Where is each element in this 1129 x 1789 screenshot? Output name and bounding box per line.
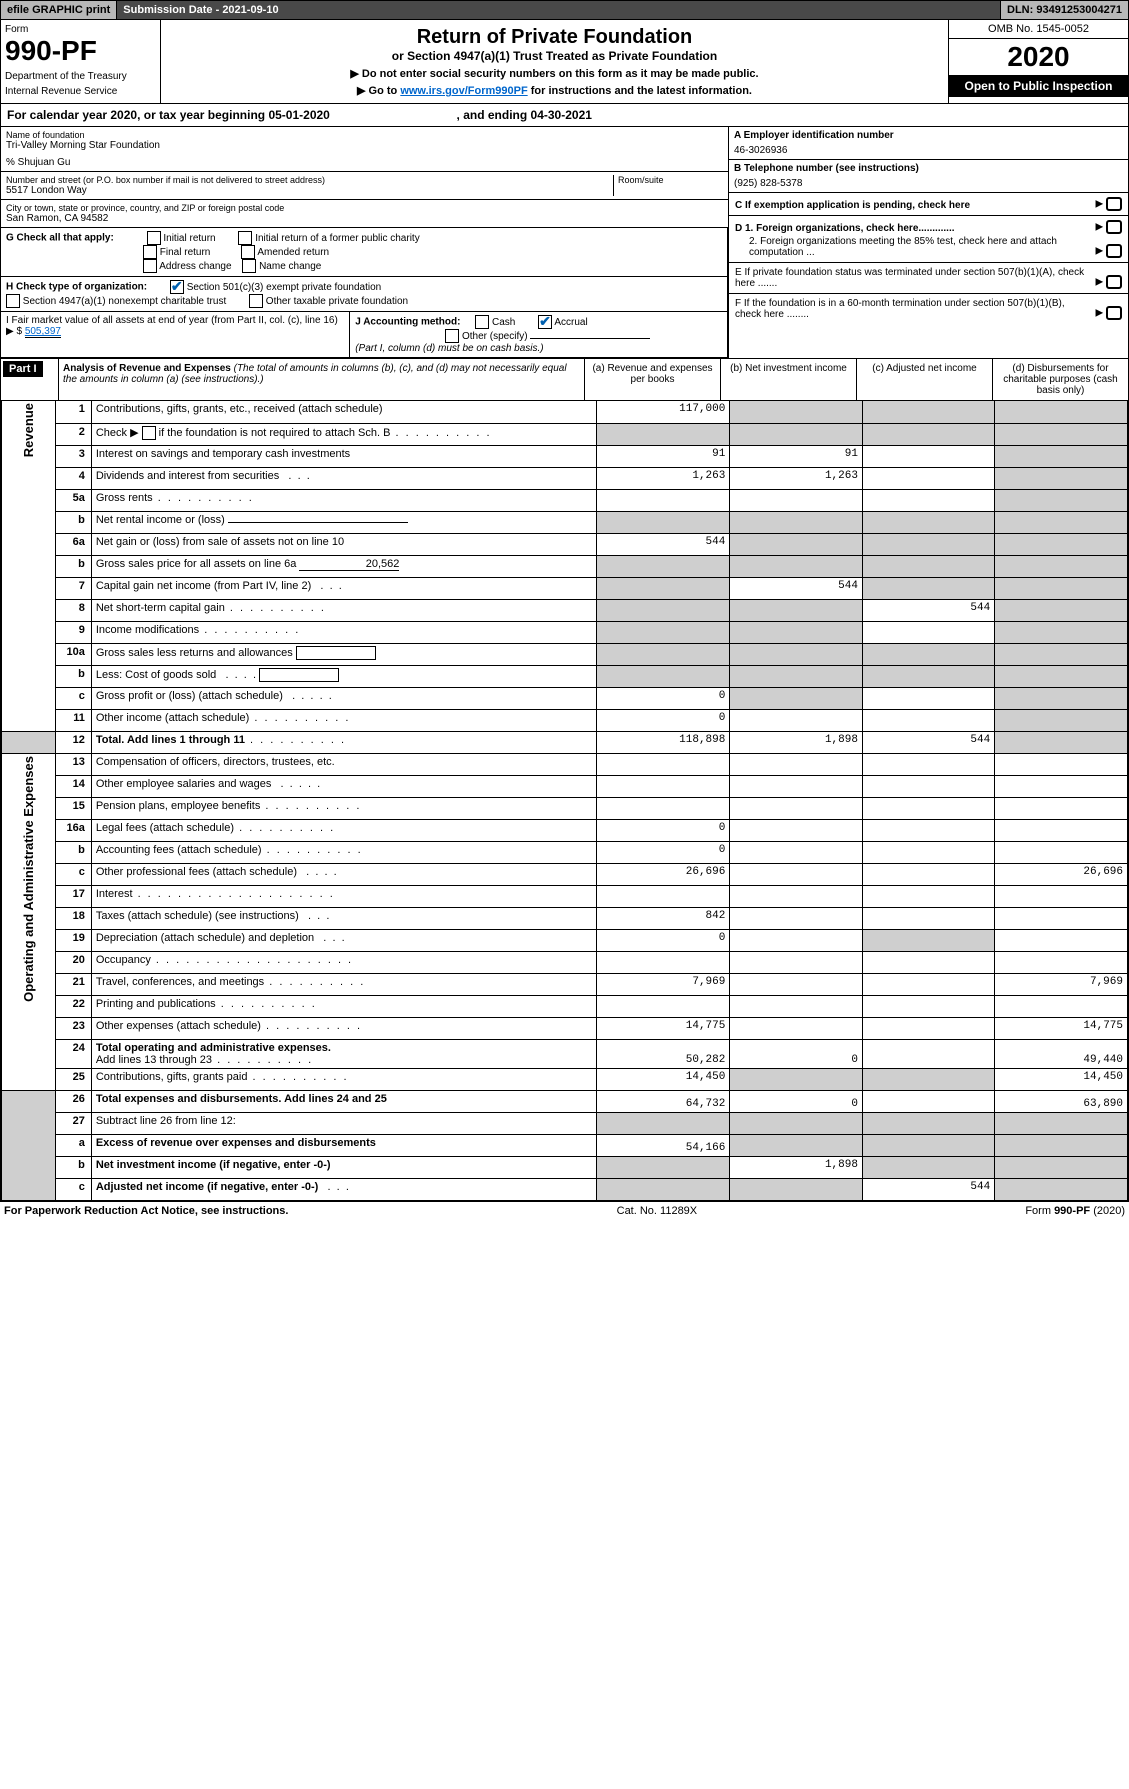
section-g-row: G Check all that apply: Initial return I… xyxy=(1,228,728,277)
e-terminated: E If private foundation status was termi… xyxy=(729,263,1128,294)
chk-schb[interactable] xyxy=(142,426,156,440)
chk-other-taxable[interactable] xyxy=(249,294,263,308)
toolbar: efile GRAPHIC print Submission Date - 20… xyxy=(0,0,1129,20)
col-b-header: (b) Net investment income xyxy=(721,359,857,400)
phone-value: (925) 828-5378 xyxy=(734,178,1123,189)
omb-number: OMB No. 1545-0052 xyxy=(949,20,1128,39)
chk-name-change[interactable] xyxy=(242,259,256,273)
city-state-zip: San Ramon, CA 94582 xyxy=(6,213,723,224)
chk-other-method[interactable] xyxy=(445,329,459,343)
form-header: Form 990-PF Department of the Treasury I… xyxy=(1,20,1128,104)
section-h-row: H Check type of organization: Section 50… xyxy=(1,277,728,312)
instructions-link[interactable]: www.irs.gov/Form990PF xyxy=(400,85,527,97)
form-title: Return of Private Foundation xyxy=(171,26,938,49)
chk-initial-former[interactable] xyxy=(238,231,252,245)
dln: DLN: 93491253004271 xyxy=(1001,1,1128,19)
col-a-header: (a) Revenue and expenses per books xyxy=(585,359,721,400)
col-c-header: (c) Adjusted net income xyxy=(857,359,993,400)
part1-title-cell: Analysis of Revenue and Expenses (The to… xyxy=(59,359,585,400)
chk-c[interactable] xyxy=(1106,197,1122,211)
form-number: 990-PF xyxy=(5,35,156,67)
col-d-header: (d) Disbursements for charitable purpose… xyxy=(993,359,1128,400)
chk-initial[interactable] xyxy=(147,231,161,245)
care-of: % Shujuan Gu xyxy=(6,157,723,168)
room-suite-label: Room/suite xyxy=(618,175,723,185)
foundation-name: Tri-Valley Morning Star Foundation xyxy=(6,140,723,151)
footer-left: For Paperwork Reduction Act Notice, see … xyxy=(4,1205,288,1217)
chk-501c3[interactable] xyxy=(170,280,184,294)
chk-d1[interactable] xyxy=(1106,220,1122,234)
fmv-value[interactable]: 505,397 xyxy=(25,326,61,338)
opadmin-label: Operating and Administrative Expenses xyxy=(21,756,36,1002)
section-j: J Accounting method: Cash Accrual Other … xyxy=(350,312,728,358)
section-i: I Fair market value of all assets at end… xyxy=(1,312,350,358)
chk-d2[interactable] xyxy=(1106,244,1122,258)
calendar-year-row: For calendar year 2020, or tax year begi… xyxy=(1,104,1128,127)
city-cell: City or town, state or province, country… xyxy=(1,200,728,228)
irs: Internal Revenue Service xyxy=(5,86,156,97)
part1-tag: Part I xyxy=(3,361,43,377)
foundation-name-cell: Name of foundation Tri-Valley Morning St… xyxy=(1,127,728,172)
ein-value: 46-3026936 xyxy=(734,145,1123,156)
ein-cell: A Employer identification number 46-3026… xyxy=(729,127,1128,160)
d-foreign-org: D 1. Foreign organizations, check here..… xyxy=(729,216,1128,263)
chk-cash[interactable] xyxy=(475,315,489,329)
form-note-link: ▶ Go to www.irs.gov/Form990PF for instru… xyxy=(171,84,938,97)
footer-formref: Form 990-PF (2020) xyxy=(1025,1205,1125,1217)
chk-final[interactable] xyxy=(143,245,157,259)
page-footer: For Paperwork Reduction Act Notice, see … xyxy=(0,1202,1129,1220)
efile-btn[interactable]: efile GRAPHIC print xyxy=(1,1,117,19)
chk-4947a1[interactable] xyxy=(6,294,20,308)
footer-catno: Cat. No. 11289X xyxy=(617,1205,698,1217)
chk-address-change[interactable] xyxy=(143,259,157,273)
dept-treasury: Department of the Treasury xyxy=(5,71,156,82)
open-inspection: Open to Public Inspection xyxy=(949,75,1128,97)
phone-cell: B Telephone number (see instructions) (9… xyxy=(729,160,1128,193)
chk-e[interactable] xyxy=(1106,275,1122,289)
chk-amended[interactable] xyxy=(241,245,255,259)
revenue-label: Revenue xyxy=(21,403,36,457)
f-60month: F If the foundation is in a 60-month ter… xyxy=(729,294,1128,324)
part1-table: Revenue 1Contributions, gifts, grants, e… xyxy=(1,401,1128,1201)
chk-accrual[interactable] xyxy=(538,315,552,329)
tax-year: 2020 xyxy=(949,39,1128,75)
chk-f[interactable] xyxy=(1106,306,1122,320)
c-exemption-pending: C If exemption application is pending, c… xyxy=(729,193,1128,216)
street-cell: Number and street (or P.O. box number if… xyxy=(1,172,728,200)
form-subtitle: or Section 4947(a)(1) Trust Treated as P… xyxy=(171,49,938,63)
form-word: Form xyxy=(5,24,156,35)
form-note-ssn: ▶ Do not enter social security numbers o… xyxy=(171,67,938,80)
submission-date: Submission Date - 2021-09-10 xyxy=(117,1,1001,19)
street-address: 5517 London Way xyxy=(6,185,613,196)
